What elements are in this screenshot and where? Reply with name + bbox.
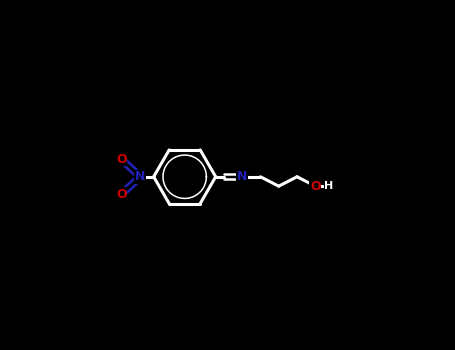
- Text: N: N: [135, 170, 146, 183]
- Text: N: N: [237, 170, 247, 183]
- Text: O: O: [116, 188, 126, 201]
- Text: H: H: [324, 181, 334, 191]
- Text: O: O: [310, 180, 321, 193]
- Text: O: O: [116, 153, 126, 166]
